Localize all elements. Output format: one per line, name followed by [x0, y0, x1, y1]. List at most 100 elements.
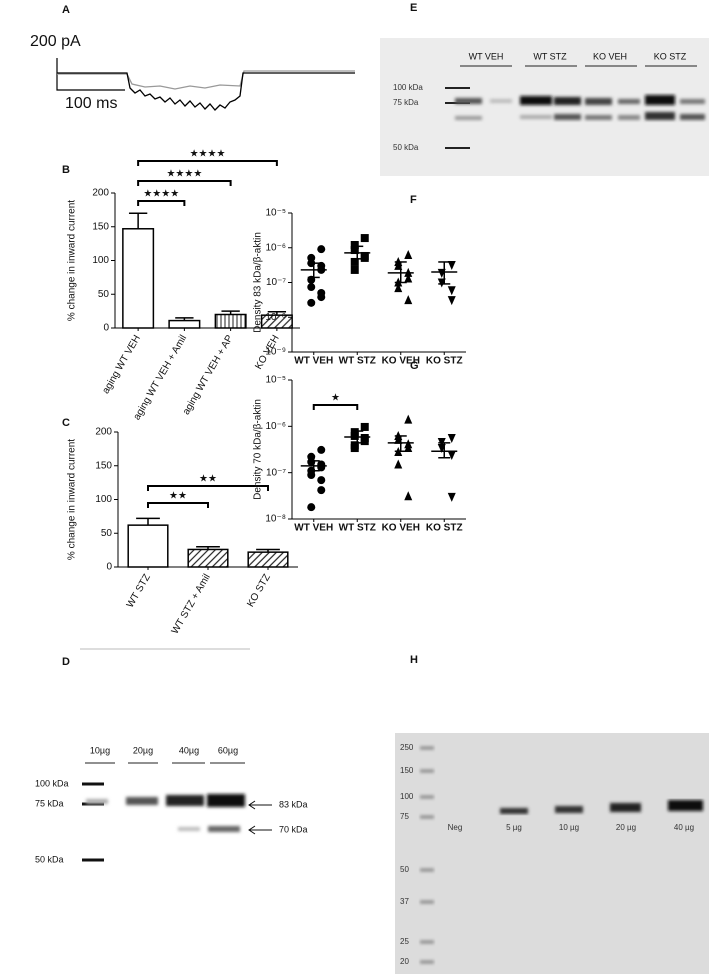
- significance-bracket: [147, 502, 209, 508]
- marker-label: 50 kDa: [393, 143, 419, 152]
- point: [307, 283, 316, 292]
- blot: [380, 38, 709, 176]
- bands: [86, 794, 245, 832]
- x-tick-label: KO VEH: [382, 356, 420, 367]
- panel-label: D: [62, 656, 70, 668]
- point: [404, 491, 413, 501]
- point: [307, 298, 316, 307]
- significance-label: ★★: [199, 474, 217, 485]
- ladder-label: 250: [400, 743, 414, 752]
- panel-label: E: [410, 2, 417, 14]
- x-tick-label: aging WT VEH: [101, 333, 144, 396]
- ladder-label: 37: [400, 897, 409, 906]
- panel-d: D 10µg 20µg 40µg 60µg 100 kDa 75 kDa 50 …: [35, 648, 308, 864]
- x-tick-label: KO STZ: [245, 572, 273, 609]
- x-tick-label: KO VEH: [382, 523, 420, 534]
- point: [404, 295, 413, 305]
- point: [447, 286, 456, 296]
- ladder-label: 20: [400, 957, 409, 966]
- bar: [122, 228, 155, 329]
- y-tick-label: 10⁻⁷: [266, 277, 286, 288]
- y-tick-label: 50: [98, 289, 110, 300]
- x-tick-label: WT VEH: [294, 356, 333, 367]
- ladder-label: 100: [400, 792, 414, 801]
- point: [307, 503, 316, 512]
- x-tick-label: KO STZ: [426, 523, 463, 534]
- lane-label: WT STZ: [533, 51, 567, 61]
- lane-label: 5 µg: [506, 823, 522, 832]
- significance-bracket: [137, 200, 186, 206]
- y-tick-label: 10⁻⁶: [265, 242, 286, 253]
- point: [350, 265, 359, 274]
- y-tick-label: 10⁻⁵: [265, 375, 286, 386]
- point: [404, 273, 413, 283]
- bar: [214, 313, 247, 329]
- trace: [57, 70, 355, 90]
- lane-label: WT VEH: [469, 51, 504, 61]
- point: [317, 486, 326, 495]
- point: [350, 240, 359, 249]
- scale-current: 200 pA: [30, 33, 81, 50]
- x-tick-label: aging WT VEH + Amil: [132, 333, 190, 422]
- marker-label: 75 kDa: [35, 798, 64, 808]
- point: [360, 234, 369, 243]
- scale-time: 100 ms: [65, 95, 117, 112]
- ladder-label: 25: [400, 937, 409, 946]
- bar: [187, 548, 229, 568]
- lane-label: 10µg: [90, 745, 110, 755]
- significance-label: ★★: [169, 491, 187, 502]
- x-tick-label: KO STZ: [426, 356, 463, 367]
- ladder-label: 50: [400, 865, 409, 874]
- y-tick-label: 200: [95, 427, 112, 438]
- y-tick-label: 0: [106, 562, 112, 573]
- marker-line: [82, 782, 104, 862]
- bands: [455, 95, 705, 120]
- lane-label: 40µg: [179, 745, 199, 755]
- panel-label: A: [62, 4, 70, 16]
- bar: [168, 319, 201, 329]
- ladder-label: 75: [400, 812, 409, 821]
- trace: [57, 72, 355, 111]
- point: [404, 249, 413, 259]
- ladder-label: 150: [400, 766, 414, 775]
- ladder: 250 150 100 75 50 37 25 20: [400, 743, 434, 966]
- point: [447, 296, 456, 306]
- point: [360, 253, 369, 262]
- y-tick-label: 150: [95, 460, 112, 471]
- y-tick-label: 200: [92, 188, 109, 199]
- bar: [127, 524, 169, 568]
- point: [447, 492, 456, 502]
- x-tick-label: WT STZ: [125, 572, 153, 610]
- panel-label: F: [410, 194, 417, 206]
- y-tick-label: 100: [92, 255, 109, 266]
- y-tick-label: 50: [101, 528, 113, 539]
- panel-label: C: [62, 417, 70, 429]
- lane-label: 20 µg: [616, 823, 636, 832]
- panel-a: A 200 pA 100 ms: [30, 4, 355, 112]
- scale-bar: [56, 58, 125, 91]
- significance-bracket: [137, 180, 232, 186]
- y-tick-label: 10⁻⁸: [265, 312, 286, 323]
- marker-label: 100 kDa: [35, 778, 69, 788]
- panel-label: G: [410, 360, 419, 372]
- lane-label: 60µg: [218, 745, 238, 755]
- significance-bracket: [147, 485, 269, 491]
- y-tick-label: 10⁻⁵: [265, 208, 286, 219]
- y-axis-label: Density 83 kDa/β-aktin: [253, 232, 264, 333]
- y-tick-label: 100: [95, 494, 112, 505]
- marker-label: 75 kDa: [393, 98, 419, 107]
- panel-h: H 250 150 100 75 50 37 25 20 Neg 5 µg 10…: [395, 654, 709, 974]
- lane-label: KO STZ: [654, 51, 687, 61]
- x-tick-label: aging WT VEH + AP: [181, 333, 236, 417]
- point: [317, 245, 326, 254]
- point: [404, 443, 413, 453]
- point: [447, 434, 456, 444]
- significance-label: ★★★★: [190, 149, 226, 160]
- point: [394, 283, 403, 293]
- gel: [395, 733, 709, 974]
- panel-label: H: [410, 654, 418, 666]
- x-tick-label: WT STZ + Amil: [170, 572, 213, 636]
- point: [317, 445, 326, 454]
- y-tick-label: 0: [103, 323, 109, 334]
- point: [360, 422, 369, 431]
